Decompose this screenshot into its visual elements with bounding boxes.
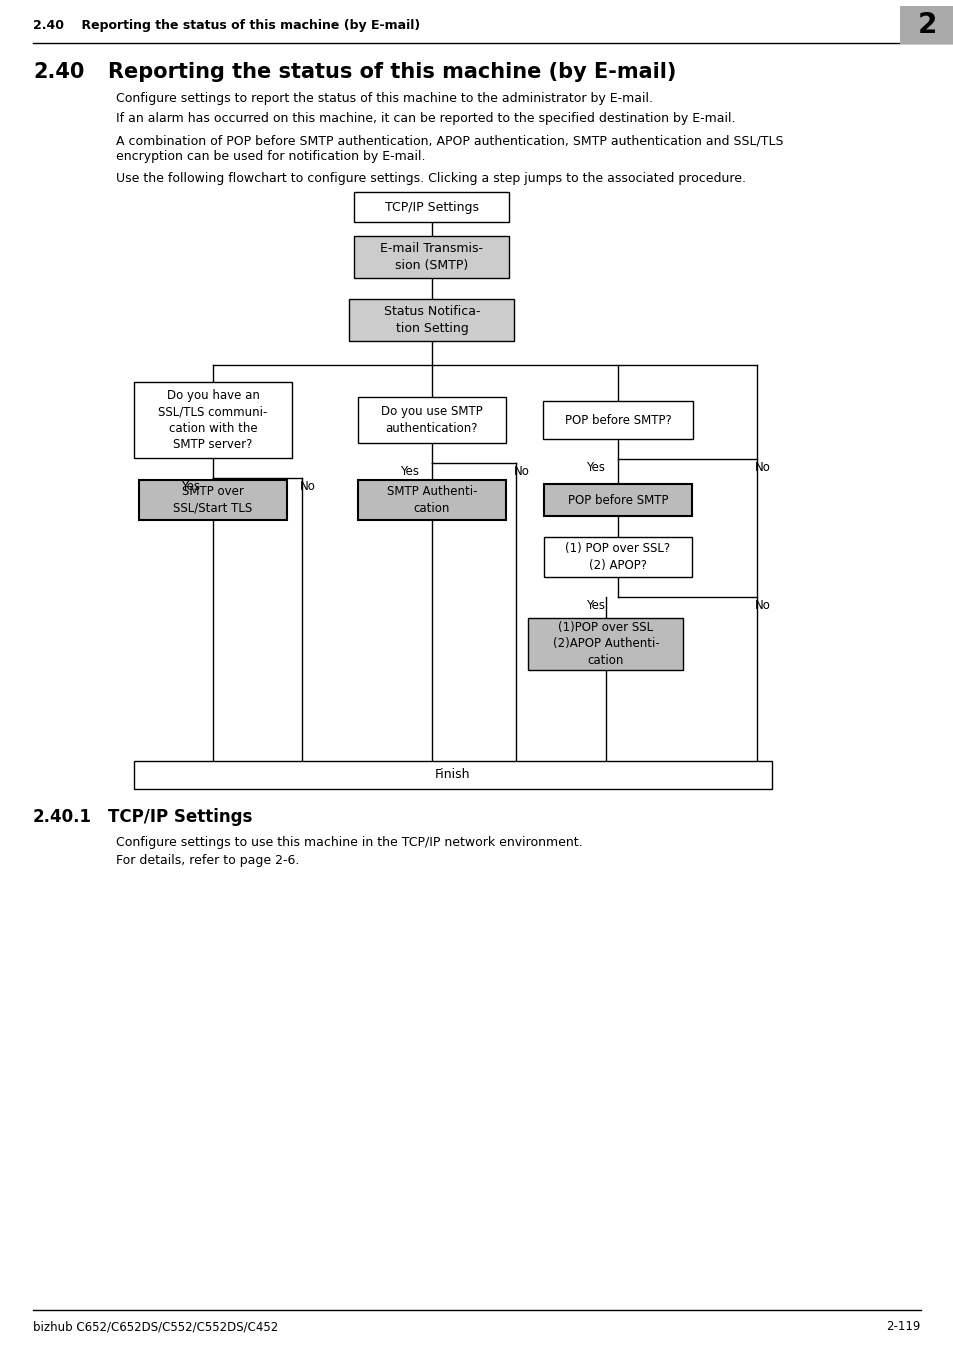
Text: Status Notifica-
tion Setting: Status Notifica- tion Setting (383, 305, 479, 335)
Bar (133, 382, 292, 458)
Text: Configure settings to report the status of this machine to the administrator by : Configure settings to report the status … (116, 92, 652, 105)
Text: Configure settings to use this machine in the TCP/IP network environment.: Configure settings to use this machine i… (116, 836, 582, 849)
Text: Reporting the status of this machine (by E-mail): Reporting the status of this machine (by… (108, 62, 676, 82)
Text: Finish: Finish (435, 768, 470, 782)
Bar (542, 401, 692, 439)
Text: POP before SMTP?: POP before SMTP? (564, 413, 671, 427)
Text: 2: 2 (917, 11, 936, 39)
Bar (899, 5, 953, 45)
Text: No: No (754, 599, 770, 612)
Text: (1) POP over SSL?
(2) APOP?: (1) POP over SSL? (2) APOP? (565, 543, 670, 572)
Text: encryption can be used for notification by E-mail.: encryption can be used for notification … (116, 150, 425, 163)
Text: 2.40: 2.40 (33, 62, 84, 82)
Bar (543, 537, 691, 576)
Bar (355, 236, 509, 278)
Bar (139, 481, 287, 520)
Text: Yes: Yes (586, 460, 605, 474)
Bar (528, 618, 682, 670)
Bar (543, 485, 691, 516)
Bar (355, 192, 509, 221)
Text: Use the following flowchart to configure settings. Clicking a step jumps to the : Use the following flowchart to configure… (116, 171, 745, 185)
Text: E-mail Transmis-
sion (SMTP): E-mail Transmis- sion (SMTP) (380, 242, 483, 271)
Bar (133, 761, 771, 788)
Text: For details, refer to page 2-6.: For details, refer to page 2-6. (116, 855, 299, 867)
Bar (357, 397, 505, 443)
Text: TCP/IP Settings: TCP/IP Settings (385, 201, 478, 213)
Text: 2.40.1: 2.40.1 (33, 809, 91, 826)
Text: POP before SMTP: POP before SMTP (567, 494, 667, 506)
Text: No: No (754, 460, 770, 474)
Text: Do you use SMTP
authentication?: Do you use SMTP authentication? (381, 405, 482, 435)
Text: No: No (299, 481, 315, 493)
Text: Yes: Yes (400, 464, 419, 478)
Text: Yes: Yes (181, 481, 200, 493)
Text: 2.40    Reporting the status of this machine (by E-mail): 2.40 Reporting the status of this machin… (33, 19, 420, 31)
Text: bizhub C652/C652DS/C552/C552DS/C452: bizhub C652/C652DS/C552/C552DS/C452 (33, 1320, 278, 1332)
Text: Do you have an
SSL/TLS communi-
cation with the
SMTP server?: Do you have an SSL/TLS communi- cation w… (158, 389, 268, 451)
Text: Yes: Yes (586, 599, 605, 612)
Text: If an alarm has occurred on this machine, it can be reported to the specified de: If an alarm has occurred on this machine… (116, 112, 735, 126)
Text: SMTP over
SSL/Start TLS: SMTP over SSL/Start TLS (173, 485, 253, 514)
Text: (1)POP over SSL
(2)APOP Authenti-
cation: (1)POP over SSL (2)APOP Authenti- cation (552, 621, 659, 667)
Text: A combination of POP before SMTP authentication, APOP authentication, SMTP authe: A combination of POP before SMTP authent… (116, 135, 782, 148)
Bar (349, 298, 514, 342)
Text: TCP/IP Settings: TCP/IP Settings (108, 809, 253, 826)
Text: 2-119: 2-119 (885, 1320, 920, 1332)
Text: No: No (514, 464, 529, 478)
Bar (357, 481, 505, 520)
Text: SMTP Authenti-
cation: SMTP Authenti- cation (386, 485, 476, 514)
